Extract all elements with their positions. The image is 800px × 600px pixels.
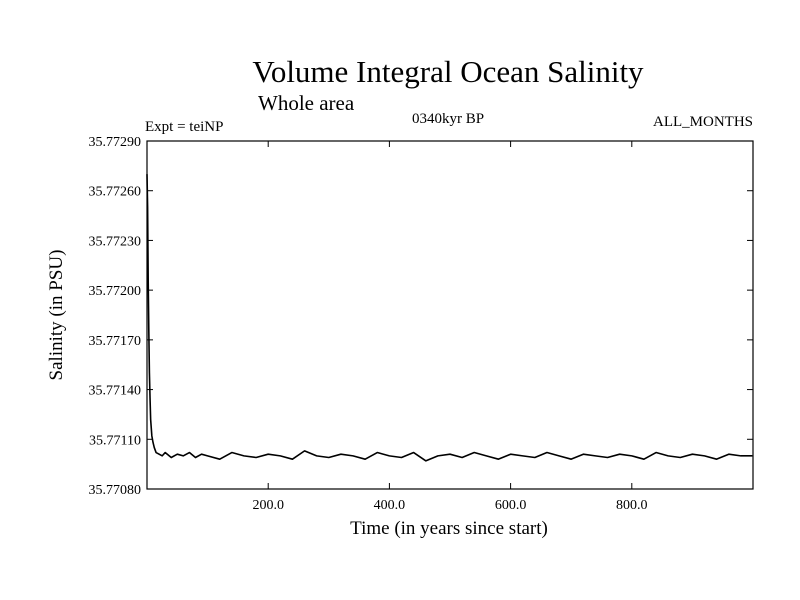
x-axis: 200.0 400.0 600.0 800.0: [252, 141, 648, 513]
x-tick-label: 600.0: [495, 498, 527, 513]
y-tick-label: 35.77200: [89, 284, 142, 299]
y-tick-label: 35.77140: [89, 384, 142, 399]
chart-subtitle: Whole area: [258, 91, 355, 115]
y-tick-label: 35.77170: [89, 334, 142, 349]
months-label: ALL_MONTHS: [653, 114, 753, 130]
y-axis: 35.77080 35.77110 35.77140 35.77170 35.77200…: [89, 135, 753, 498]
x-tick-label: 800.0: [616, 498, 648, 513]
x-tick-label: 200.0: [252, 498, 284, 513]
period-label: 0340kyr BP: [412, 111, 484, 127]
y-tick-label: 35.77080: [89, 483, 142, 498]
plot-area: [146, 140, 754, 490]
salinity-series-line: [146, 174, 753, 462]
chart-title: Volume Integral Ocean Salinity: [252, 54, 644, 89]
y-tick-label: 35.77290: [89, 135, 142, 150]
y-tick-label: 35.77230: [89, 234, 142, 249]
x-tick-label: 400.0: [374, 498, 406, 513]
y-tick-label: 35.77260: [89, 185, 142, 200]
y-tick-label: 35.77110: [89, 433, 141, 448]
x-axis-label: Time (in years since start): [350, 518, 548, 539]
experiment-label: Expt = teiNP: [145, 119, 223, 135]
y-axis-label: Salinity (in PSU): [46, 250, 67, 381]
